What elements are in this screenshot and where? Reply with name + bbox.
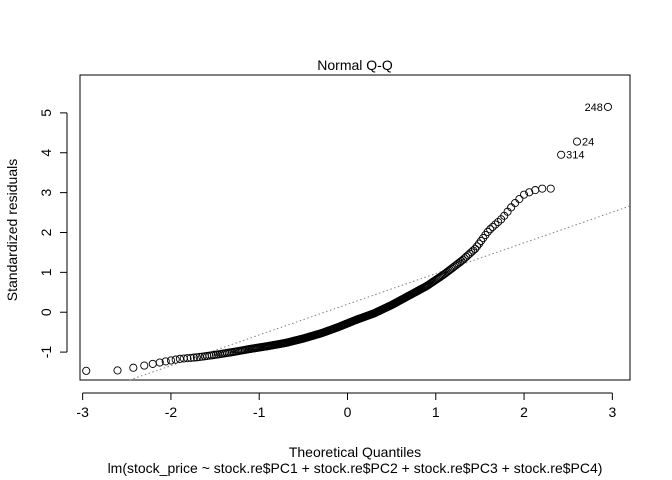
x-tick-label: 3 xyxy=(608,404,616,420)
data-point xyxy=(538,184,547,193)
data-point xyxy=(183,354,192,363)
data-point xyxy=(171,355,180,364)
data-point xyxy=(471,244,480,253)
data-point-outlier xyxy=(572,137,582,146)
data-point-outlier xyxy=(603,102,612,111)
data-point xyxy=(474,239,484,248)
x-axis: -3 -2 -1 0 1 2 3 xyxy=(76,392,616,420)
data-point xyxy=(483,227,492,236)
data-point xyxy=(511,199,520,208)
data-point xyxy=(129,363,138,372)
data-point xyxy=(140,361,149,370)
y-tick-label: 3 xyxy=(38,189,54,197)
data-point xyxy=(519,190,529,199)
data-point xyxy=(195,352,204,362)
x-axis-title: Theoretical Quantiles xyxy=(289,444,421,460)
data-point xyxy=(192,353,201,362)
data-point xyxy=(166,356,176,365)
y-axis: -1 0 1 2 3 4 5 xyxy=(38,109,68,359)
y-tick-label: 4 xyxy=(38,149,54,157)
data-point xyxy=(155,358,164,367)
chart-title: Normal Q-Q xyxy=(317,57,393,73)
data-point xyxy=(488,222,497,231)
data-point xyxy=(486,225,495,234)
point-label: 24 xyxy=(582,137,594,149)
reference-line xyxy=(129,205,631,381)
plot-frame xyxy=(79,74,631,381)
data-point xyxy=(515,195,524,204)
y-tick-label: -1 xyxy=(38,346,54,359)
data-point xyxy=(82,366,91,375)
data-point xyxy=(161,357,170,366)
point-label: 248 xyxy=(585,102,603,114)
y-tick-label: 5 xyxy=(38,109,54,117)
x-tick-label: -1 xyxy=(253,404,266,420)
x-tick-label: 1 xyxy=(432,404,440,420)
y-tick-label: 0 xyxy=(38,308,54,316)
data-point xyxy=(445,265,455,274)
reference-line-layer xyxy=(129,205,631,381)
data-point xyxy=(189,353,198,362)
x-tick-label: -2 xyxy=(165,404,178,420)
x-tick-label: 2 xyxy=(520,404,528,420)
y-tick-label: 2 xyxy=(38,228,54,236)
data-point xyxy=(491,220,500,229)
chart-subtitle: lm(stock_price ~ stock.re$PC1 + stock.re… xyxy=(108,460,603,476)
x-tick-label: -3 xyxy=(76,404,89,420)
data-point xyxy=(472,242,482,251)
data-point xyxy=(186,353,195,362)
data-point xyxy=(148,359,157,368)
x-tick-label: 0 xyxy=(344,404,352,420)
data-point xyxy=(477,236,486,245)
points-layer xyxy=(82,102,612,375)
data-point xyxy=(113,366,122,375)
data-point xyxy=(546,184,555,193)
data-point xyxy=(494,217,503,227)
data-point xyxy=(525,188,534,197)
data-point xyxy=(531,186,540,195)
y-axis-title: Standardized residuals xyxy=(4,159,20,301)
data-point-outlier xyxy=(557,150,566,159)
y-tick-label: 1 xyxy=(38,268,54,276)
point-label: 314 xyxy=(566,150,584,162)
